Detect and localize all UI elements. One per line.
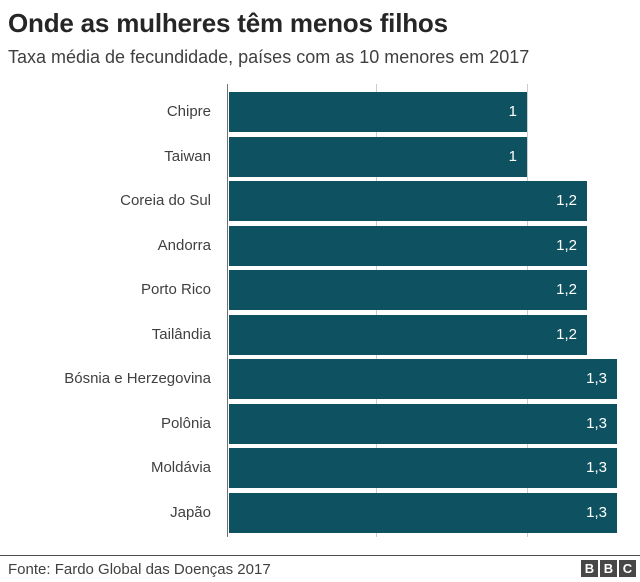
category-label: Polônia — [160, 414, 211, 432]
gridline-1-0 — [527, 84, 528, 537]
bar-value-label: 1,3 — [586, 414, 607, 432]
category-label: Tailândia — [151, 325, 211, 343]
bar: 1,2 — [229, 181, 587, 221]
y-axis-line — [227, 84, 228, 537]
bar: 1,2 — [229, 225, 587, 266]
bar: 1,3 — [229, 359, 617, 399]
category-label: Moldávia — [150, 459, 211, 476]
bbc-logo: B B C — [581, 560, 636, 577]
bar-value-label: 1,2 — [556, 325, 577, 343]
bar-rows: Chipre 1 Taiwan 1 Coreia do Sul 1,2 Andorra 1,2… — [0, 92, 640, 533]
bar-value-label: 1 — [508, 147, 517, 165]
category-label: Bósnia e Herzegovina — [64, 370, 211, 387]
bbc-logo-block: B — [581, 560, 598, 577]
bar-row: Bósnia e Herzegovina 1,3 — [0, 359, 640, 399]
category-label: Taiwan — [164, 147, 211, 165]
bar: 1,3 — [229, 492, 617, 533]
bar-row: Japão 1,3 — [0, 492, 640, 533]
bar: 1,2 — [229, 270, 587, 310]
bbc-logo-block: C — [619, 560, 636, 577]
bar-value-label: 1,2 — [556, 281, 577, 298]
bar: 1,3 — [229, 448, 617, 488]
bar-row: Coreia do Sul 1,2 — [0, 181, 640, 221]
bar-row: Andorra 1,2 — [0, 225, 640, 266]
bar-row: Chipre 1 — [0, 92, 640, 132]
gridline-0-5 — [376, 84, 377, 537]
chart-title: Onde as mulheres têm menos filhos — [8, 8, 448, 38]
bar-row: Porto Rico 1,2 — [0, 270, 640, 310]
bar-value-label: 1,3 — [586, 503, 607, 521]
bar: 1 — [229, 136, 527, 177]
category-label: Japão — [170, 503, 211, 521]
bar-value-label: 1,2 — [556, 236, 577, 254]
bar-row: Moldávia 1,3 — [0, 448, 640, 488]
category-label: Coreia do Sul — [120, 192, 211, 209]
bar: 1,2 — [229, 314, 587, 355]
category-label: Porto Rico — [140, 281, 211, 298]
bar-row: Tailândia 1,2 — [0, 314, 640, 355]
category-label: Andorra — [157, 236, 211, 254]
bar-row: Polônia 1,3 — [0, 403, 640, 444]
source-text: Fonte: Fardo Global das Doenças 2017 — [8, 561, 271, 578]
bar-row: Taiwan 1 — [0, 136, 640, 177]
category-label: Chipre — [166, 103, 211, 120]
bbc-logo-block: B — [600, 560, 617, 577]
bar-value-label: 1,2 — [556, 192, 577, 209]
bar-value-label: 1,3 — [586, 370, 607, 387]
bar-chart: Chipre 1 Taiwan 1 Coreia do Sul 1,2 Andorra 1,2… — [0, 84, 640, 537]
bar: 1,3 — [229, 403, 617, 444]
bar: 1 — [229, 92, 527, 132]
bar-value-label: 1,3 — [586, 459, 607, 476]
chart-subtitle: Taxa média de fecundidade, países com as… — [8, 47, 530, 67]
bar-value-label: 1 — [508, 103, 517, 120]
footer-divider — [0, 555, 640, 556]
